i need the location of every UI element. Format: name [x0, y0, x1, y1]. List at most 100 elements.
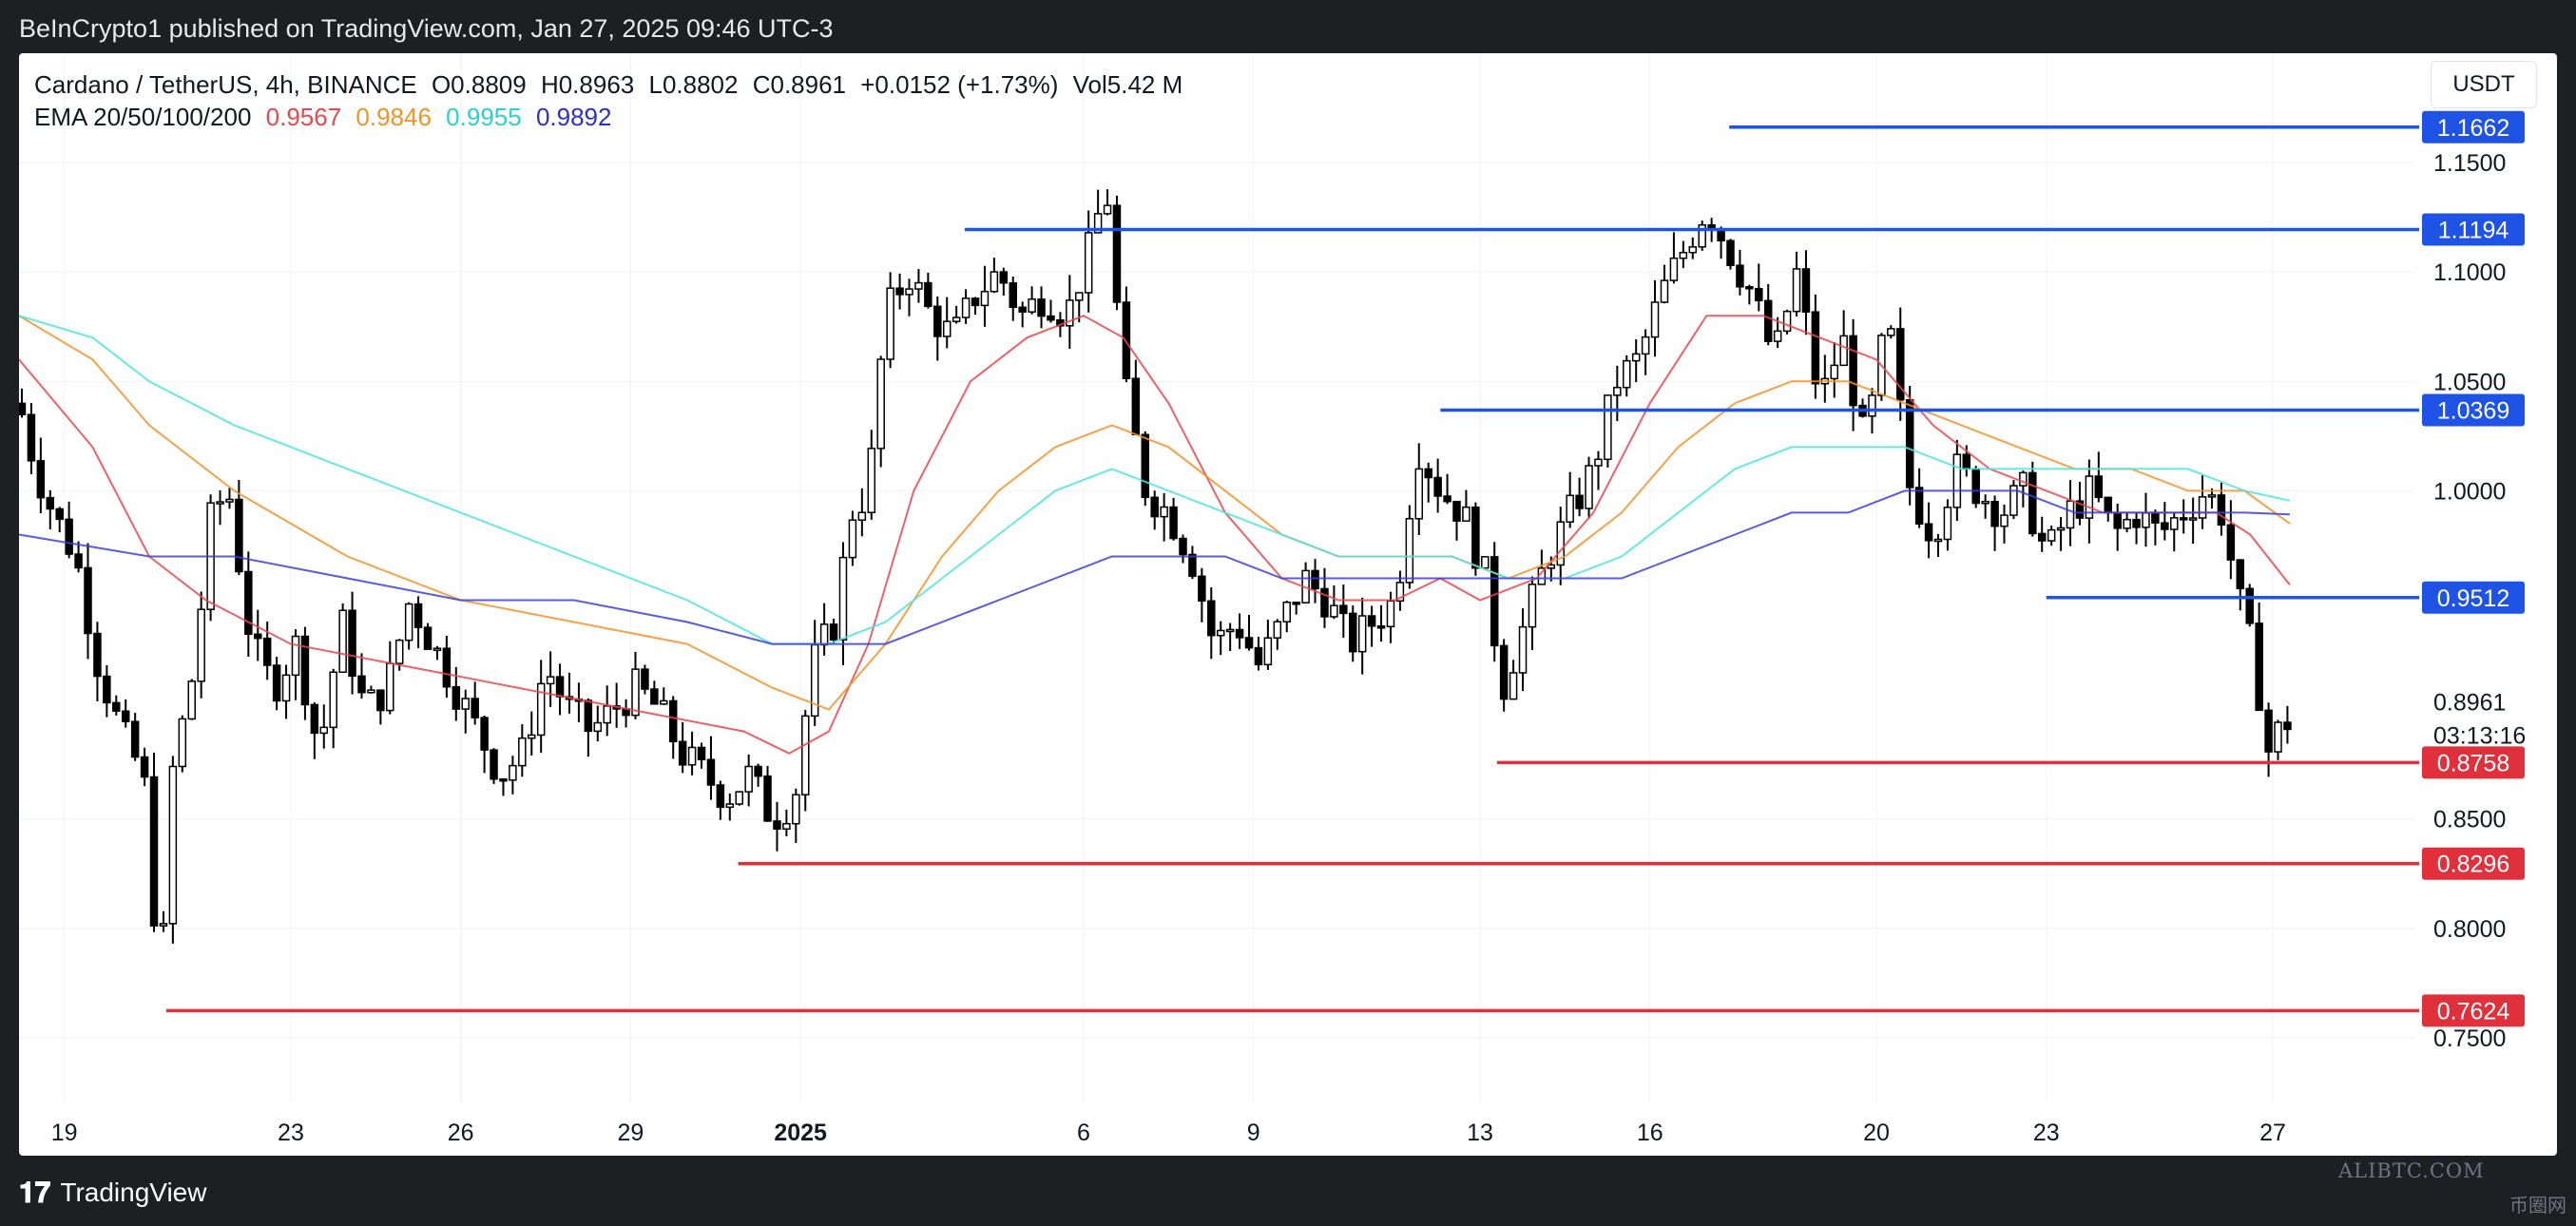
candle-body	[1905, 399, 1914, 488]
candle-body	[46, 496, 55, 510]
x-tick-label: 16	[1637, 1120, 1663, 1146]
candle-body	[1254, 646, 1263, 666]
candle-body	[2028, 471, 2037, 535]
candle-body	[1594, 458, 1603, 467]
candle-body	[1292, 602, 1300, 605]
candle-body	[197, 608, 205, 682]
candle-body	[1198, 575, 1206, 603]
candle-body	[1679, 251, 1688, 259]
candle-body	[735, 791, 743, 805]
resistance-label-bg	[2422, 213, 2525, 246]
candle-body	[404, 603, 413, 642]
candle-body	[1896, 328, 1905, 401]
candle-body	[1395, 582, 1405, 603]
candle-body	[2085, 475, 2094, 519]
candle-body	[555, 676, 565, 698]
support-label: 0.8758	[2437, 750, 2509, 776]
candle-body	[2104, 496, 2112, 514]
candle-body	[914, 281, 923, 290]
candle-body	[1868, 394, 1876, 417]
candle-body	[300, 635, 310, 706]
close-value: C0.8961	[752, 70, 847, 99]
currency-button[interactable]: USDT	[2431, 61, 2537, 108]
candle-body	[225, 498, 234, 503]
candle-body	[1650, 301, 1660, 338]
candle-body	[2000, 514, 2009, 527]
candle-body	[149, 776, 159, 927]
candle-body	[2274, 721, 2282, 753]
candle-body	[1131, 377, 1141, 436]
ema-label[interactable]: EMA 20/50/100/200	[34, 103, 252, 131]
candle-body	[281, 674, 291, 702]
candle-body	[1273, 621, 1282, 639]
candle-body	[216, 501, 224, 505]
candle-body	[1745, 286, 1754, 290]
candle-body	[536, 682, 546, 737]
tradingview-brand: TradingView	[60, 1178, 207, 1207]
candle-body	[782, 822, 791, 830]
open-value: O0.8809	[431, 70, 527, 99]
candle-body	[1367, 615, 1376, 627]
candle-body	[1566, 494, 1574, 523]
candle-body	[1179, 537, 1187, 556]
candle-body	[584, 699, 593, 733]
tradingview-logo-icon: 𝟏𝟕	[19, 1176, 51, 1210]
candle-body	[1028, 298, 1036, 313]
candle-body	[838, 556, 848, 642]
volume-value: Vol5.42 M	[1072, 70, 1183, 99]
tradingview-logo[interactable]: 𝟏𝟕 TradingView	[19, 1176, 207, 1210]
candle-body	[1924, 523, 1933, 542]
candle-body	[2113, 511, 2122, 529]
candle-body	[338, 609, 347, 673]
candle-body	[452, 685, 461, 710]
candle-body	[905, 288, 913, 296]
ema-row: EMA 20/50/100/200 0.9567 0.9846 0.9955 0…	[34, 101, 1190, 133]
candle-body	[55, 508, 64, 521]
candle-body	[1698, 223, 1706, 248]
candle-body	[1660, 279, 1669, 303]
candle-body	[1481, 556, 1490, 569]
candle-body	[971, 297, 980, 307]
candle-body	[254, 633, 262, 640]
candle-body	[1782, 310, 1792, 333]
candle-body	[93, 632, 102, 678]
candle-body	[1207, 600, 1216, 637]
candle-body	[130, 720, 140, 758]
candle-body	[1604, 394, 1612, 461]
candle-body	[2009, 485, 2018, 516]
candle-body	[84, 566, 92, 635]
candle-body	[65, 518, 73, 555]
ema200-value: 0.9892	[535, 103, 612, 131]
countdown-label: 03:13:16	[2433, 723, 2526, 750]
support-label-bg	[2422, 847, 2525, 880]
resistance-label: 1.1662	[2437, 115, 2509, 142]
y-tick-label: 0.7500	[2433, 1025, 2506, 1052]
candle-body	[19, 402, 27, 415]
resistance-label-bg	[2422, 393, 2525, 427]
x-tick-label: 27	[2259, 1120, 2286, 1146]
candle-body	[1887, 328, 1895, 336]
price-chart[interactable]: 1.1662 1.1194 1.0369 0.9512 0.8758 0.8296 0.76…	[19, 53, 2557, 1156]
candle-body	[1623, 359, 1631, 389]
candle-body	[27, 413, 36, 462]
candle-body	[1528, 584, 1537, 628]
chart-panel[interactable]: 1.1662 1.1194 1.0369 0.9512 0.8758 0.8296 0.76…	[19, 53, 2557, 1156]
ema200-line	[19, 489, 2290, 645]
symbol-label[interactable]: Cardano / TetherUS, 4h, BINANCE	[34, 70, 417, 99]
candle-body	[376, 689, 385, 712]
candle-body	[1990, 501, 1999, 527]
candle-body	[187, 680, 196, 720]
candle-body	[546, 676, 555, 685]
candle-body	[367, 689, 375, 694]
candle-body	[272, 664, 281, 702]
candle-body	[2094, 475, 2104, 499]
candle-body	[1811, 311, 1820, 385]
candle-body	[1669, 257, 1679, 281]
candle-body	[423, 626, 433, 650]
candle-body	[1188, 553, 1197, 578]
candle-body	[1736, 264, 1744, 288]
candle-body	[518, 737, 527, 767]
candle-body	[1585, 465, 1593, 509]
candle-body	[980, 290, 990, 307]
candle-body	[2161, 522, 2169, 530]
